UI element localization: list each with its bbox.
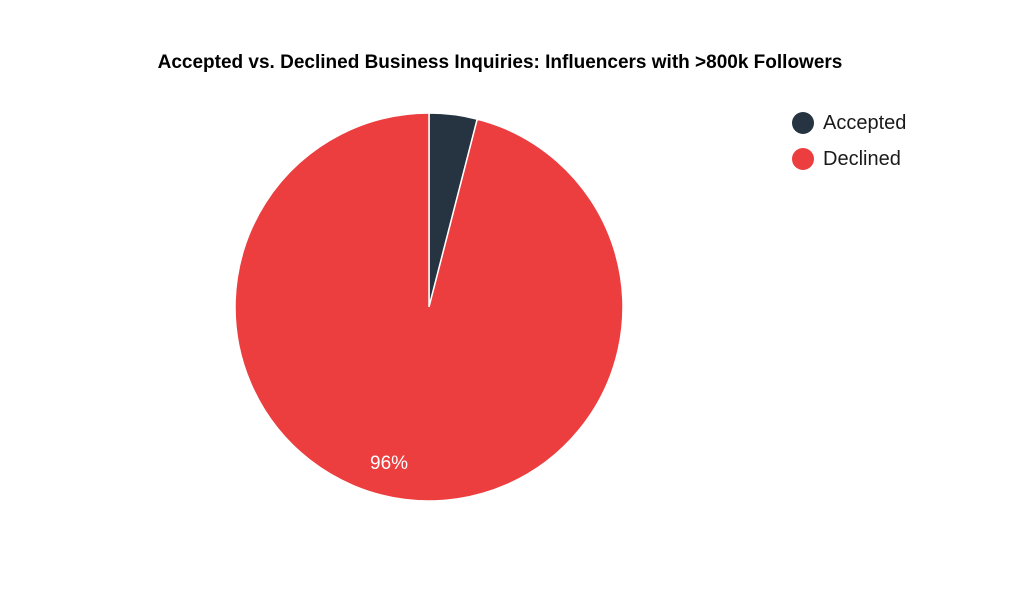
chart-legend: Accepted Declined [792,110,906,182]
legend-swatch-declined [792,148,814,170]
pie-slice-declined [234,112,624,502]
legend-item-accepted[interactable]: Accepted [792,110,906,136]
chart-title: Accepted vs. Declined Business Inquiries… [157,52,843,73]
legend-item-declined[interactable]: Declined [792,146,906,172]
legend-label-declined: Declined [823,147,901,170]
legend-label-accepted: Accepted [823,111,907,134]
data-label-declined: 96% [370,453,408,474]
legend-swatch-accepted [792,112,814,134]
